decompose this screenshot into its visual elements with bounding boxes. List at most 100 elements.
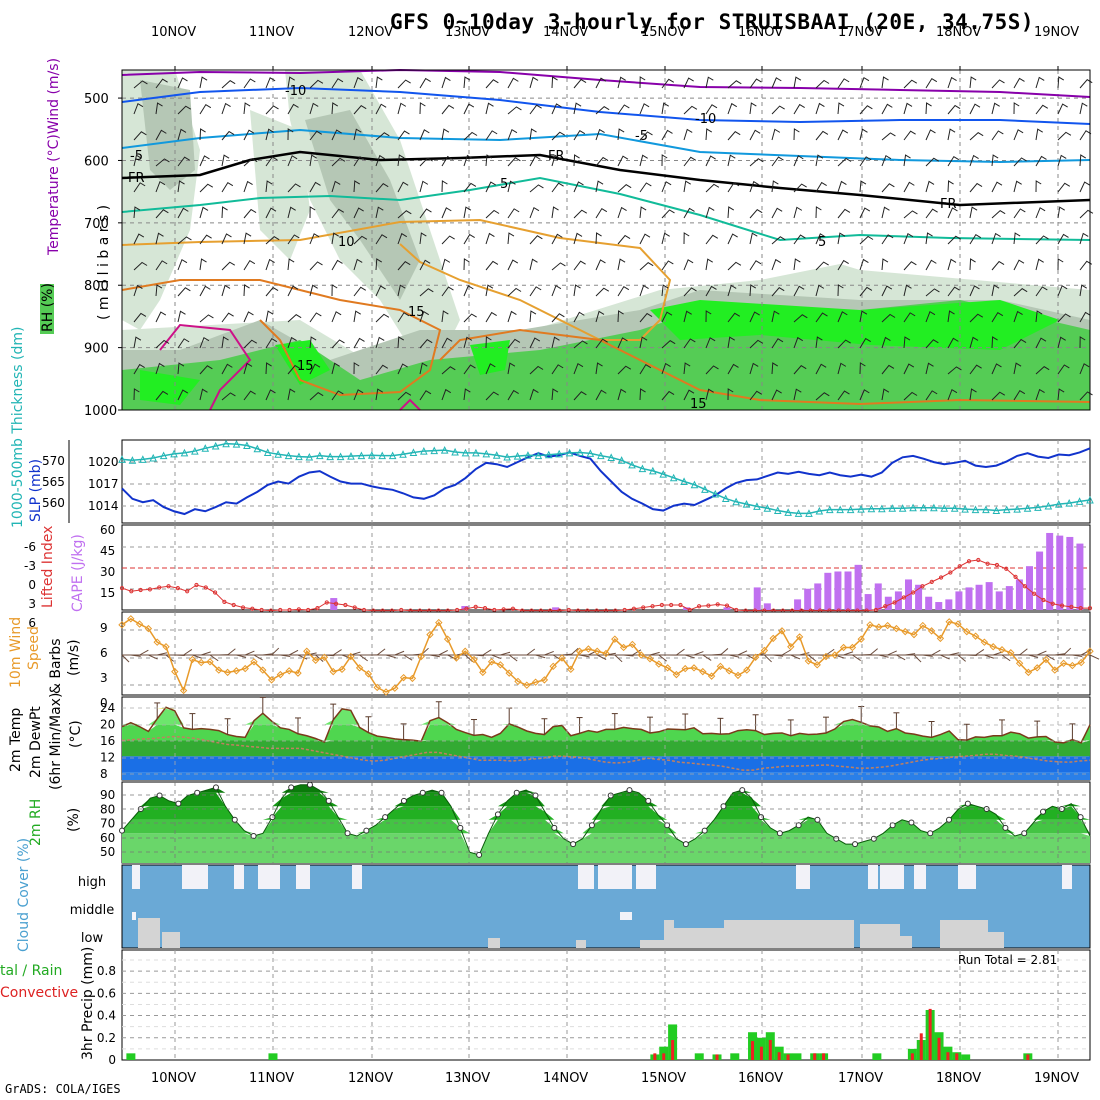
wind-barb [595,310,605,323]
wind-barb [419,362,428,375]
wind-barb [683,310,692,323]
surface-wind-barb [632,649,642,656]
wind-barb [243,232,252,245]
date-label-bottom: 15NOV [641,1071,686,1086]
wind-barb [969,313,984,323]
wind-barb [1013,232,1021,245]
wind-barb [683,232,690,245]
wind-barb [485,232,495,245]
wind-barb [243,390,256,401]
surface-wind-barb [905,653,916,656]
wind-barb [353,207,364,219]
lifted-index-marker [929,579,934,584]
wind-barb [331,259,343,271]
thickness-marker [357,451,366,460]
wind-speed-marker [496,661,505,669]
thickness-marker [399,450,407,458]
wind-speed-marker [611,635,619,643]
wind-barb [595,362,603,375]
wind-barb [903,154,911,167]
wind-barb [815,79,830,89]
wind-barb [925,232,933,245]
rh-axis-label: RH (%) [40,283,56,332]
wind-speed-marker [127,615,135,623]
thickness-marker [191,446,199,455]
cape-bar [824,572,832,610]
surface-wind-barb [1001,654,1011,662]
lifted-index-marker [883,604,888,609]
wind-barb [529,365,544,375]
wind-barb [507,310,517,323]
wind-barb [925,102,932,115]
wind-barb [639,363,652,375]
rh-band [122,819,1090,834]
date-label-top: 12NOV [348,25,393,40]
wind-barb [265,362,272,375]
surface-wind-barb [975,648,985,656]
wind-barb [331,390,344,401]
thickness-marker [1002,505,1011,514]
wind-speed-marker [399,673,408,682]
surface-wind-barb [790,654,801,660]
wind-barb [815,233,826,245]
wind-barb [1013,129,1024,141]
wind-barb [639,336,648,349]
wind-barb [463,154,473,167]
wind-barb [815,336,823,349]
wind-barb [199,314,214,323]
wind-speed-marker [980,638,989,646]
wind-barb [595,232,602,245]
wind-barb [859,258,869,271]
wind-barb [397,79,411,89]
precip-legend-total-rain: tal / Rain [0,963,62,979]
wind-barb [573,391,587,401]
wind-barb [727,182,740,193]
lifted-index-line [121,559,1090,612]
wind-barb [309,130,323,141]
date-label-bottom: 10NOV [151,1071,196,1086]
wind-speed-marker [162,643,170,651]
surface-wind-barb [931,649,941,656]
wind-speed-marker [743,666,751,674]
thickness-marker [388,451,397,460]
wind-speed-marker [443,635,452,643]
wind-speed-marker [699,667,707,676]
surface-wind-barb [508,654,518,662]
thickness-marker [825,505,834,514]
wind-barb [881,258,889,271]
thickness-marker [596,451,605,460]
wind-barb [991,130,1004,141]
wind-barb [1035,180,1042,193]
wind-barb [551,233,563,245]
wind-speed-marker [197,658,205,667]
wind-barb [705,76,714,89]
thickness-marker [659,470,668,478]
lifted-tick: 0 [28,578,36,592]
wind-barb [221,206,228,219]
thickness-marker [440,446,449,454]
rh-tick: 80 [100,802,115,816]
wind-barb [551,388,559,401]
wind-barb [727,206,735,219]
wind-barb [727,233,738,245]
thickness-marker [420,446,428,455]
surface-wind-barb [403,654,413,661]
wind-barb [947,207,958,219]
wind-barb [947,366,962,375]
thickness-marker [451,447,459,456]
cape-axis-label: CAPE (J/kg) [70,534,86,612]
date-label-bottom: 17NOV [838,1071,883,1086]
wind-barb [617,155,629,167]
wind-barb [221,363,233,375]
lifted-index-marker [157,585,162,590]
thickness-marker [888,504,897,512]
precip-tick: 0.2 [97,1031,116,1045]
thickness-marker [961,505,969,513]
wind-speed-marker [875,623,883,631]
wind-barb [661,362,671,375]
wind-speed-marker [769,634,777,643]
temp-tick: 20 [100,718,115,732]
wind-speed-marker [927,627,936,635]
wind-barb [969,364,982,375]
wind-barb [221,392,236,401]
